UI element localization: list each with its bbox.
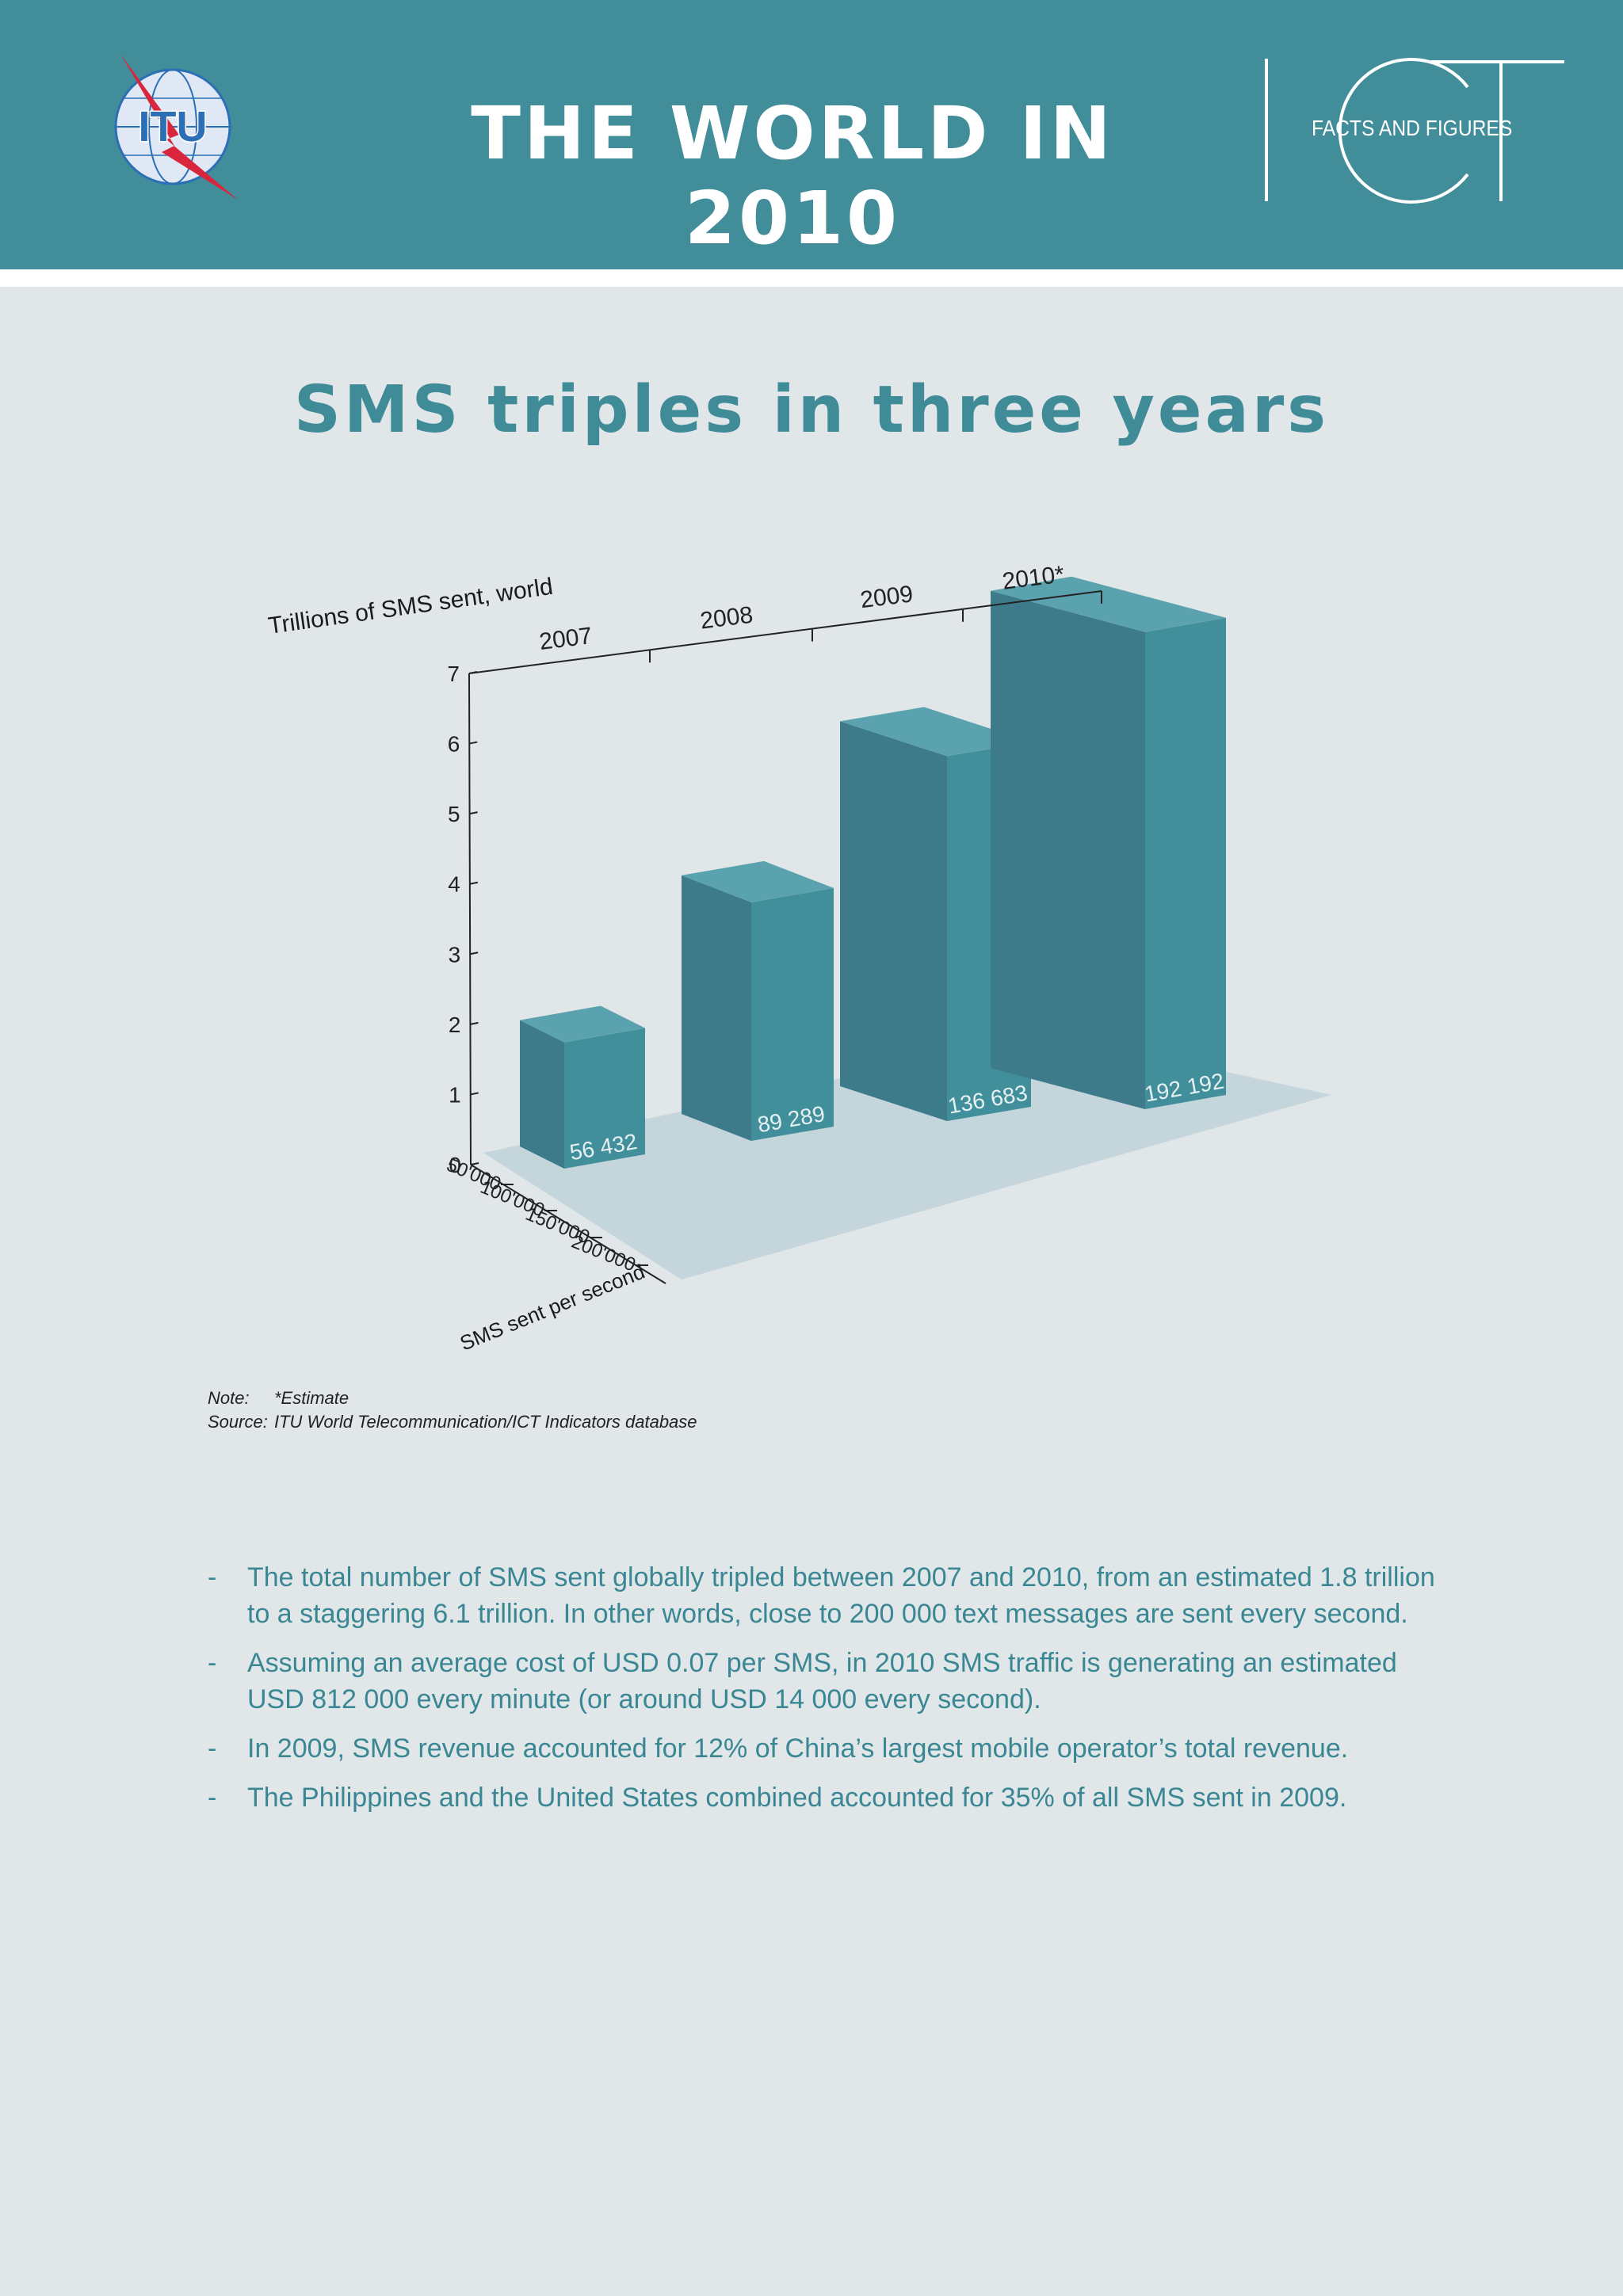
y-tick-mark: [469, 741, 478, 745]
chart-notes: Note: *Estimate Source: ITU World Telecomm…: [208, 1386, 697, 1434]
bullet-text: In 2009, SMS revenue accounted for 12% o…: [247, 1733, 1349, 1764]
y-tick-label: 1: [449, 1082, 461, 1107]
bar: 192 192: [991, 576, 1226, 1109]
bar: 56 432: [520, 1005, 645, 1169]
y-tick-label: 6: [448, 732, 460, 757]
bullet-dash: -: [208, 1733, 217, 1764]
y-axis-line: [468, 673, 472, 1165]
bullet-item: - The total number of SMS sent globally t…: [208, 1559, 1444, 1632]
bar-front-face: [751, 887, 834, 1141]
category-label: 2007: [538, 623, 594, 655]
note-label: Note:: [208, 1388, 250, 1408]
y-tick-mark: [470, 1021, 479, 1025]
header-divider: [0, 269, 1623, 287]
source-text: ITU World Telecommunication/ICT Indicato…: [274, 1412, 697, 1432]
y-tick-label: 2: [449, 1013, 461, 1037]
bullet-text: Assuming an average cost of USD 0.07 per…: [247, 1648, 1397, 1714]
header-title: THE WORLD IN 2010: [471, 91, 1114, 261]
ict-letter-c: [1338, 58, 1469, 204]
y-tick-mark: [469, 811, 478, 815]
bullet-dash: -: [208, 1783, 217, 1813]
y-tick-label: 7: [447, 662, 460, 686]
bar-front-face: [1145, 617, 1226, 1109]
bullet-list: - The total number of SMS sent globally t…: [208, 1559, 1444, 1829]
y-tick-mark: [469, 881, 479, 885]
category-axis-line: [468, 590, 1102, 674]
bar-top-face: [682, 860, 834, 902]
bar-top-face: [840, 707, 1031, 757]
bar: 89 289: [682, 860, 834, 1141]
bar-side-face: [682, 875, 751, 1141]
bullet-item: - Assuming an average cost of USD 0.07 pe…: [208, 1645, 1444, 1718]
bullet-dash: -: [208, 1562, 217, 1592]
bullet-item: - The Philippines and the United States c…: [208, 1779, 1444, 1816]
header-banner: ITU THE WORLD IN 2010 FACTS AND FIGURES: [0, 0, 1623, 269]
note-text: *Estimate: [274, 1388, 349, 1408]
page-title: SMS triples in three years: [293, 372, 1330, 448]
y-tick-mark: [470, 1092, 479, 1096]
bar-side-face: [520, 1020, 564, 1169]
bar-top-face: [520, 1005, 645, 1043]
bar-side-face: [991, 590, 1145, 1109]
source-label: Source:: [208, 1412, 268, 1432]
bar-side-face: [840, 721, 947, 1121]
ict-logo: [1265, 58, 1564, 204]
depth-axis-title: SMS sent per second: [456, 1260, 648, 1356]
y-tick-label: 5: [448, 802, 460, 826]
y-axis-title: Trillions of SMS sent, world: [266, 574, 554, 639]
bullet-text: The total number of SMS sent globally tr…: [247, 1562, 1435, 1629]
logo-text: ITU: [139, 103, 208, 151]
ict-subtitle: FACTS AND FIGURES: [1312, 116, 1513, 140]
bullet-dash: -: [208, 1648, 217, 1678]
category-label: 2008: [699, 602, 754, 635]
itu-logo: ITU: [114, 54, 238, 200]
y-tick-mark: [470, 1162, 479, 1165]
axes-group: 012345672007200820092010*50'000100'00015…: [444, 561, 1102, 1284]
y-tick-mark: [469, 952, 479, 955]
bar-top-face: [991, 576, 1226, 632]
category-label: 2009: [859, 581, 915, 613]
bullet-item: - In 2009, SMS revenue accounted for 12% …: [208, 1730, 1444, 1767]
y-tick-label: 0: [449, 1153, 461, 1177]
y-tick-label: 4: [448, 872, 460, 897]
y-tick-label: 3: [449, 942, 461, 967]
bar-front-face: [564, 1028, 645, 1169]
bullet-text: The Philippines and the United States co…: [247, 1783, 1347, 1813]
